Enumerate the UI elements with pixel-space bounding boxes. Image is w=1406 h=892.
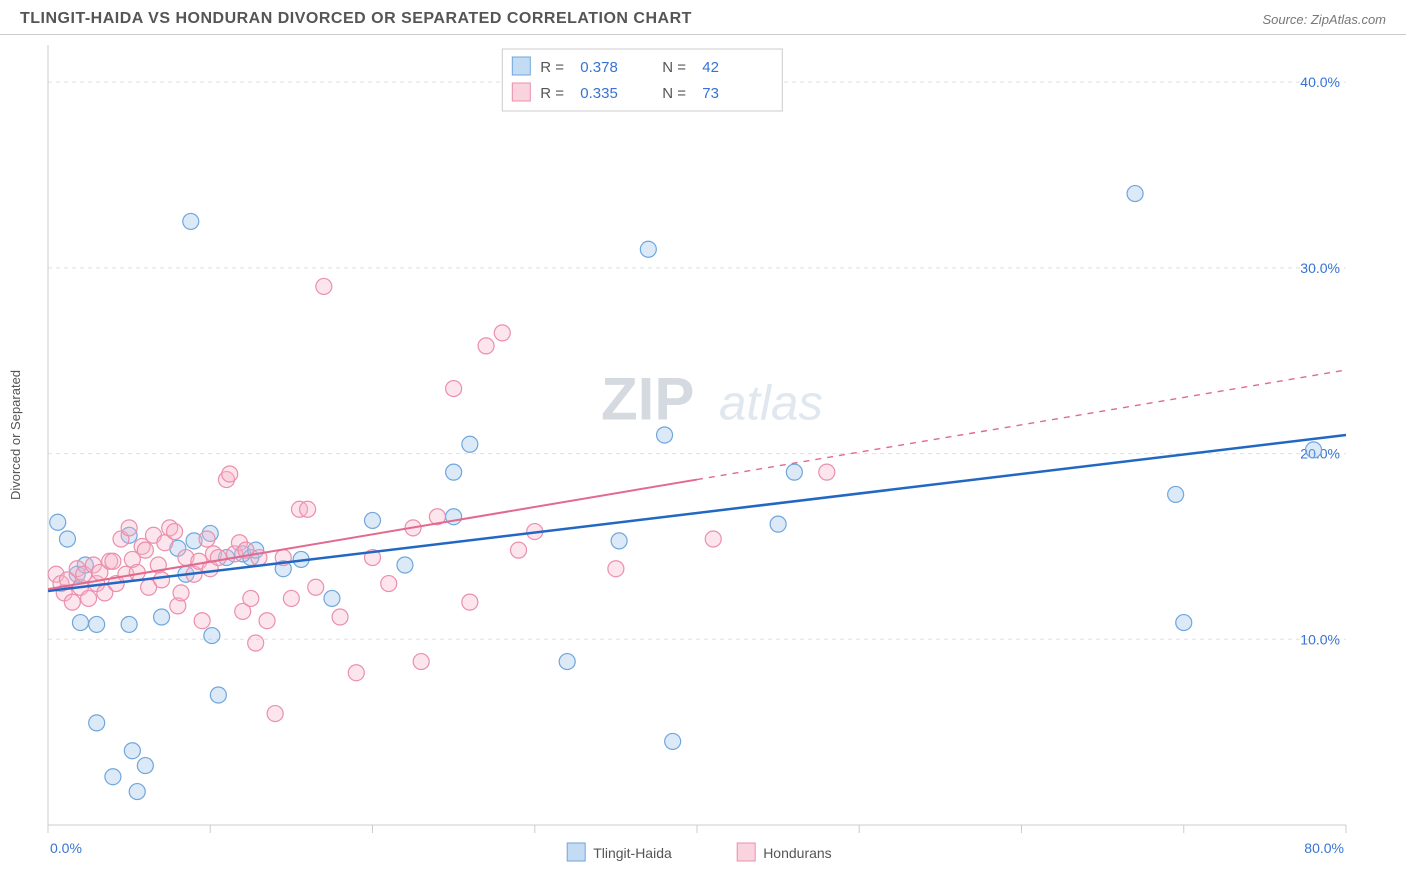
legend-swatch: [737, 843, 755, 861]
data-point: [446, 464, 462, 480]
svg-text:N =: N =: [662, 59, 686, 76]
svg-text:R =: R =: [540, 59, 564, 76]
data-point: [89, 616, 105, 632]
data-point: [365, 512, 381, 528]
chart-source: Source: ZipAtlas.com: [1262, 12, 1386, 27]
data-point: [1127, 186, 1143, 202]
data-point: [194, 613, 210, 629]
data-point: [105, 769, 121, 785]
data-point: [413, 654, 429, 670]
y-tick-label: 30.0%: [1300, 260, 1340, 276]
legend-swatch: [567, 843, 585, 861]
data-point: [786, 464, 802, 480]
legend-n-value: 73: [702, 85, 719, 102]
chart-title: TLINGIT-HAIDA VS HONDURAN DIVORCED OR SE…: [20, 10, 692, 28]
data-point: [332, 609, 348, 625]
data-point: [324, 590, 340, 606]
data-point: [124, 743, 140, 759]
data-point: [283, 590, 299, 606]
data-point: [819, 464, 835, 480]
data-point: [665, 733, 681, 749]
data-point: [397, 557, 413, 573]
data-point: [494, 325, 510, 341]
data-point: [105, 553, 121, 569]
data-point: [308, 579, 324, 595]
scatter-chart: 0.0%80.0%10.0%20.0%30.0%40.0%Divorced or…: [0, 35, 1406, 875]
data-point: [204, 628, 220, 644]
y-tick-label: 40.0%: [1300, 74, 1340, 90]
data-point: [210, 550, 226, 566]
legend-swatch: [512, 83, 530, 101]
data-point: [511, 542, 527, 558]
data-point: [81, 590, 97, 606]
legend-r-value: 0.335: [580, 85, 618, 102]
correlation-legend: R = 0.378 N = 42 R = 0.335 N = 73: [502, 49, 782, 111]
data-point: [248, 635, 264, 651]
data-point: [381, 576, 397, 592]
data-point: [705, 531, 721, 547]
data-point: [222, 466, 238, 482]
data-point: [1306, 442, 1322, 458]
x-tick-label: 80.0%: [1304, 840, 1344, 856]
data-point: [259, 613, 275, 629]
legend-r-value: 0.378: [580, 59, 618, 76]
svg-text:N =: N =: [662, 85, 686, 102]
data-point: [559, 654, 575, 670]
data-point: [137, 758, 153, 774]
data-point: [199, 531, 215, 547]
data-point: [300, 501, 316, 517]
data-point: [89, 715, 105, 731]
y-tick-label: 10.0%: [1300, 631, 1340, 647]
data-point: [154, 609, 170, 625]
data-point: [243, 590, 259, 606]
y-axis-label: Divorced or Separated: [8, 370, 23, 500]
data-point: [72, 615, 88, 631]
data-point: [462, 594, 478, 610]
x-tick-label: 0.0%: [50, 840, 82, 856]
legend-n-value: 42: [702, 59, 719, 76]
data-point: [183, 213, 199, 229]
data-point: [267, 706, 283, 722]
data-point: [59, 531, 75, 547]
legend-label: Hondurans: [763, 845, 832, 861]
svg-text:R =: R =: [540, 85, 564, 102]
data-point: [446, 381, 462, 397]
data-point: [50, 514, 66, 530]
data-point: [129, 784, 145, 800]
data-point: [348, 665, 364, 681]
data-point: [121, 520, 137, 536]
data-point: [640, 241, 656, 257]
data-point: [121, 616, 137, 632]
data-point: [770, 516, 786, 532]
data-point: [154, 572, 170, 588]
chart-header: TLINGIT-HAIDA VS HONDURAN DIVORCED OR SE…: [0, 0, 1406, 35]
chart-container: 0.0%80.0%10.0%20.0%30.0%40.0%Divorced or…: [0, 35, 1406, 875]
data-point: [316, 278, 332, 294]
legend-swatch: [512, 57, 530, 75]
data-point: [657, 427, 673, 443]
data-point: [1168, 486, 1184, 502]
data-point: [608, 561, 624, 577]
data-point: [210, 687, 226, 703]
legend-label: Tlingit-Haida: [593, 845, 672, 861]
data-point: [167, 524, 183, 540]
data-point: [611, 533, 627, 549]
data-point: [478, 338, 494, 354]
data-point: [137, 542, 153, 558]
data-point: [64, 594, 80, 610]
data-point: [462, 436, 478, 452]
data-point: [1176, 615, 1192, 631]
data-point: [173, 585, 189, 601]
